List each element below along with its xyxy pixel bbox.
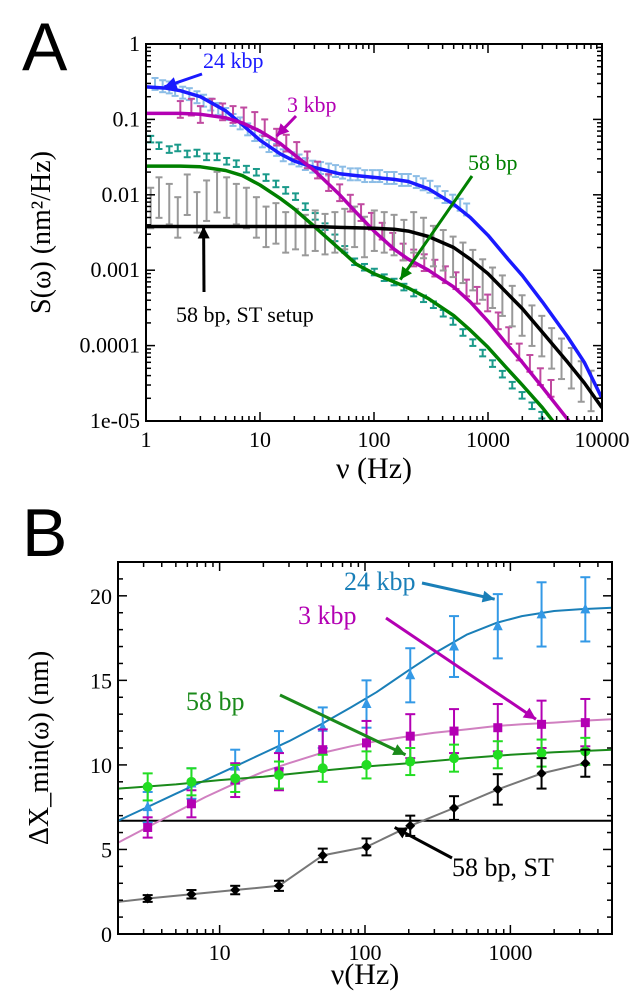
- annotation-label-b: 58 bp, ST: [452, 853, 554, 882]
- x-tick-label-a: 100: [358, 427, 391, 452]
- data-point-diamond-b: [317, 850, 328, 861]
- y-tick-label-a: 0.1: [113, 106, 141, 131]
- fit-line-a: [146, 164, 556, 421]
- data-point-circle-b: [186, 776, 197, 787]
- data-point-circle-b: [317, 763, 328, 774]
- y-tick-label-a: 0.001: [91, 257, 141, 282]
- y-tick-label-a: 1: [129, 31, 140, 56]
- data-point-circle-b: [405, 756, 416, 767]
- y-tick-label-a: 1e-05: [90, 408, 140, 433]
- annotation-arrowhead-a: [197, 226, 210, 239]
- y-tick-label-b: 0: [101, 922, 112, 947]
- data-point-diamond-b: [230, 885, 241, 896]
- data-point-square-b: [493, 723, 503, 733]
- annotation-label-b: 3 kbp: [298, 601, 357, 630]
- annotation-label-a: 3 kbp: [287, 92, 337, 117]
- data-point-diamond-b: [449, 803, 460, 814]
- x-tick-label-b: 10: [209, 940, 231, 965]
- x-tick-label-a: 10000: [575, 427, 630, 452]
- panel-b-chart: 10 100 1000 0 5 10 15 20 ν(Hz) ΔX_min(ω) (nm) 24 k…: [24, 561, 613, 991]
- data-point-square-b: [449, 726, 459, 736]
- y-tick-label-a: 0.01: [102, 182, 141, 207]
- y-tick-label-b: 20: [90, 584, 112, 609]
- annotation-arrowhead-a: [276, 123, 290, 137]
- annotation-arrow-a: [399, 175, 474, 281]
- data-point-triangle-b: [405, 669, 416, 680]
- data-point-square-b: [537, 719, 547, 729]
- data-point-diamond-b: [580, 758, 591, 769]
- data-point-circle-b: [492, 749, 503, 760]
- data-point-circle-b: [273, 770, 284, 781]
- x-axis-label-a: ν (Hz): [336, 452, 412, 485]
- annotation-arrowhead-b: [522, 707, 536, 720]
- annotation-label-b: 58 bp: [186, 687, 245, 716]
- data-point-square-b: [361, 738, 371, 748]
- annotation-arrow-b: [279, 693, 407, 757]
- data-point-diamond-b: [492, 784, 503, 795]
- y-tick-label-b: 10: [90, 753, 112, 778]
- data-point-diamond-b: [536, 768, 547, 779]
- data-point-triangle-b: [361, 698, 372, 709]
- y-tick-label-b: 15: [90, 668, 112, 693]
- x-tick-label-a: 1: [141, 427, 152, 452]
- data-point-triangle-b: [536, 608, 547, 619]
- x-axis-label-b: ν(Hz): [331, 958, 400, 991]
- annotation-arrowhead-b: [392, 744, 406, 755]
- annotation-arrowhead-b: [481, 590, 495, 603]
- y-tick-label-b: 5: [101, 837, 112, 862]
- annotation-label-a: 58 bp: [468, 150, 518, 175]
- data-point-square-b: [580, 718, 590, 728]
- annotation-arrowhead-b: [394, 827, 409, 839]
- fit-line-a: [146, 111, 571, 421]
- annotation-arrowhead-a: [164, 77, 178, 89]
- fit-line-b: [118, 762, 586, 903]
- data-point-circle-b: [536, 748, 547, 759]
- annotation-arrow-b: [421, 581, 496, 601]
- y-tick-label-a: 0.0001: [80, 333, 141, 358]
- panel-a-label: A: [22, 9, 68, 85]
- fit-line-a: [146, 224, 602, 409]
- data-point-triangle-b: [580, 603, 591, 614]
- x-tick-label-b: 100: [349, 940, 382, 965]
- data-point-square-b: [318, 745, 328, 755]
- y-axis-label-a: S(ω) (nm²/Hz): [26, 151, 57, 314]
- y-axis-label-b: ΔX_min(ω) (nm): [24, 651, 55, 845]
- annotation-arrow-b: [385, 616, 537, 721]
- x-tick-label-a: 10: [249, 427, 271, 452]
- data-point-diamond-b: [273, 880, 284, 891]
- annotation-arrowhead-a: [400, 266, 412, 280]
- data-point-diamond-b: [142, 893, 153, 904]
- data-point-square-b: [143, 822, 153, 832]
- data-point-circle-b: [142, 781, 153, 792]
- fit-line-a: [146, 85, 602, 400]
- data-point-triangle-b: [142, 801, 153, 812]
- panel-b-label: B: [22, 495, 67, 571]
- data-point-circle-b: [230, 773, 241, 784]
- plot-area-a: [146, 77, 602, 421]
- data-point-diamond-b: [186, 889, 197, 900]
- data-point-square-b: [186, 799, 196, 809]
- data-point-circle-b: [361, 759, 372, 770]
- data-point-triangle-b: [273, 743, 284, 754]
- data-point-triangle-b: [492, 620, 503, 631]
- panel-a-chart: 1 10 100 1000 10000 1e-05 0.0001 0.001 0.01 0.1 1 ν…: [26, 31, 630, 485]
- annotation-label-b: 24 kbp: [344, 567, 416, 596]
- data-point-circle-b: [449, 753, 460, 764]
- x-tick-label-b: 1000: [488, 940, 532, 965]
- x-tick-label-a: 1000: [466, 427, 510, 452]
- data-point-diamond-b: [361, 841, 372, 852]
- data-point-triangle-b: [449, 640, 460, 651]
- data-point-square-b: [405, 731, 415, 741]
- annotation-label-a: 24 kbp: [203, 48, 264, 73]
- annotation-label-a: 58 bp, ST setup: [176, 302, 314, 327]
